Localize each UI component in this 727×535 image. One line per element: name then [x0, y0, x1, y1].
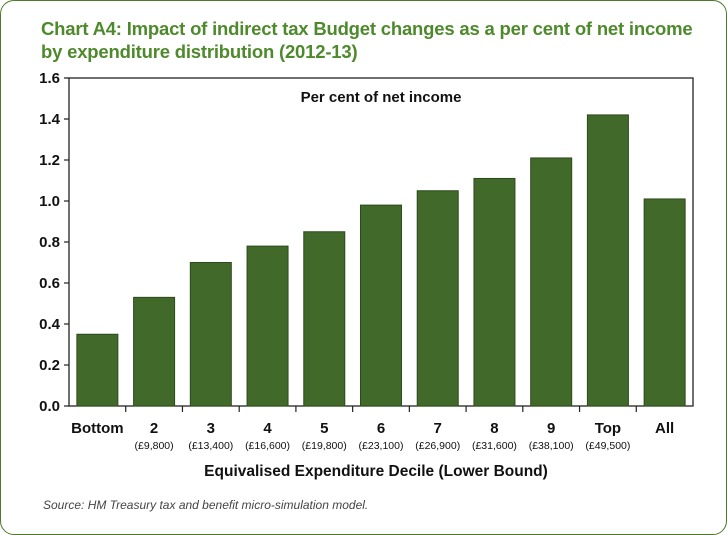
chart-title-line-2: by expenditure distribution (2012-13) [41, 41, 358, 62]
chart-title-line-1: Chart A4: Impact of indirect tax Budget … [41, 18, 693, 39]
bar-all [643, 198, 686, 407]
x-tick-label: 2 [150, 420, 158, 437]
y-tick-label: 0.2 [39, 357, 60, 374]
bar-4 [246, 245, 289, 407]
y-tick-label: 1.0 [39, 193, 60, 210]
x-tick-sublabel: (£13,400) [188, 440, 233, 452]
x-tick-label: All [655, 420, 674, 437]
x-tick-sublabel: (£16,600) [245, 440, 290, 452]
x-tick-sublabel: (£23,100) [359, 440, 404, 452]
bar-2 [133, 296, 176, 407]
y-tick-label: 1.6 [39, 70, 60, 87]
x-tick-sublabel: (£19,800) [302, 440, 347, 452]
x-tick-sublabel: (£9,800) [135, 440, 174, 452]
x-tick-label: Top [595, 420, 621, 437]
x-tick-label: 7 [434, 420, 442, 437]
y-tick-label: 0.6 [39, 275, 60, 292]
x-axis-label: Equivalised Expenditure Decile (Lower Bo… [204, 463, 548, 480]
chart-title: Chart A4: Impact of indirect tax Budget … [41, 17, 701, 63]
x-tick-sublabel: (£26,900) [415, 440, 460, 452]
bar-7 [416, 190, 459, 407]
x-tick-label: 5 [320, 420, 328, 437]
bar-5 [303, 231, 346, 407]
y-tick-label: 0.8 [39, 234, 60, 251]
x-tick-label: 8 [490, 420, 498, 437]
bar-top [586, 114, 629, 407]
bar-3 [189, 262, 232, 407]
inner-chart-title: Per cent of net income [301, 89, 462, 106]
x-tick-label: 6 [377, 420, 385, 437]
x-tick-sublabel: (£38,100) [529, 440, 574, 452]
y-tick-label: 1.4 [39, 111, 61, 128]
x-tick-sublabel: (£31,600) [472, 440, 517, 452]
y-tick-label: 0.0 [39, 398, 60, 415]
bar-9 [530, 157, 573, 407]
x-tick-sublabel: (£49,500) [585, 440, 630, 452]
y-tick-label: 0.4 [39, 316, 61, 333]
x-tick-label: 4 [263, 420, 272, 437]
x-tick-label: 3 [207, 420, 215, 437]
x-tick-label: 9 [547, 420, 555, 437]
x-tick-label: Bottom [71, 420, 124, 437]
bar-6 [360, 204, 402, 407]
bar-bottom [76, 333, 119, 407]
source-note: Source: HM Treasury tax and benefit micr… [43, 498, 369, 512]
y-tick-label: 1.2 [39, 152, 60, 169]
bar-8 [473, 177, 516, 407]
